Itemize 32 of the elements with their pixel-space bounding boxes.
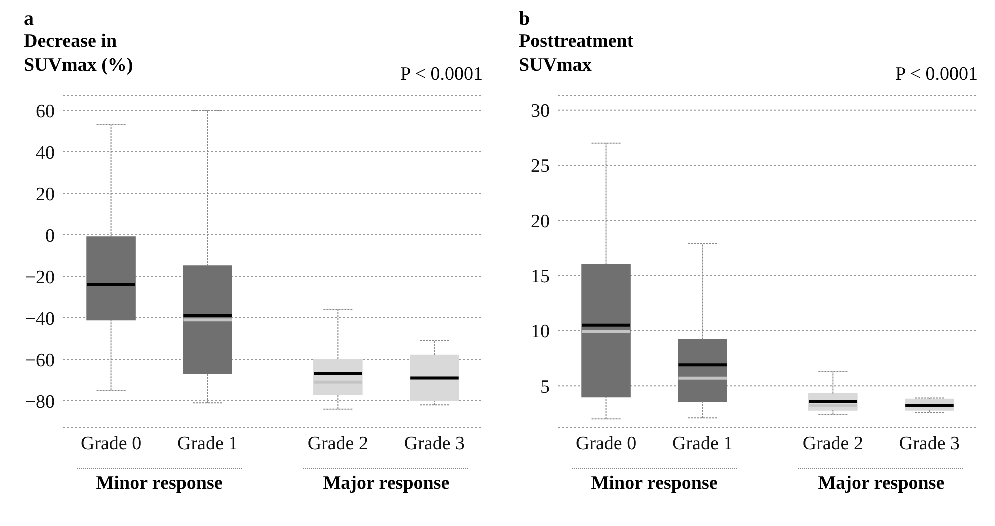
text: Minor response bbox=[77, 468, 242, 495]
y-tick-label: 30 bbox=[531, 101, 550, 122]
chart-title: b bbox=[519, 8, 532, 30]
y-tick-label: −60 bbox=[25, 350, 55, 372]
chart-title: a bbox=[24, 8, 35, 30]
text: P < 0.0001 bbox=[896, 64, 978, 86]
x-tick-label: Grade 3 bbox=[899, 433, 960, 454]
y-tick-label: 20 bbox=[36, 184, 55, 206]
x-tick-label: Grade 1 bbox=[672, 433, 734, 454]
x-tick-label: Grade 0 bbox=[80, 433, 142, 454]
x-tick-label: Grade 2 bbox=[308, 433, 369, 454]
y-tick-label: 10 bbox=[531, 322, 550, 343]
x-tick-label: Grade 1 bbox=[177, 433, 238, 454]
y-tick-label: −80 bbox=[25, 392, 55, 413]
y-tick-label: 5 bbox=[540, 376, 550, 398]
y-tick-label: 25 bbox=[531, 156, 550, 178]
y-tick-label: −20 bbox=[25, 267, 55, 288]
text: Major response bbox=[798, 468, 964, 495]
y-tick-label: 40 bbox=[36, 142, 55, 164]
y-tick-label: 60 bbox=[36, 101, 55, 122]
y-tick-label: −40 bbox=[25, 308, 55, 330]
text: Minor response bbox=[572, 468, 738, 495]
y-axis-title: Posttreatment SUVmax bbox=[519, 30, 635, 78]
x-tick-label: Grade 3 bbox=[404, 433, 466, 454]
x-tick-label: Grade 0 bbox=[576, 433, 637, 454]
text: P < 0.0001 bbox=[400, 64, 483, 86]
y-axis-title: Decrease in SUVmax (%) bbox=[24, 30, 134, 78]
text: Major response bbox=[304, 468, 469, 495]
y-tick-label: 20 bbox=[531, 211, 550, 232]
y-tick-label: 0 bbox=[46, 226, 55, 247]
y-tick-label: 15 bbox=[531, 266, 550, 288]
x-tick-label: Grade 2 bbox=[802, 433, 864, 454]
